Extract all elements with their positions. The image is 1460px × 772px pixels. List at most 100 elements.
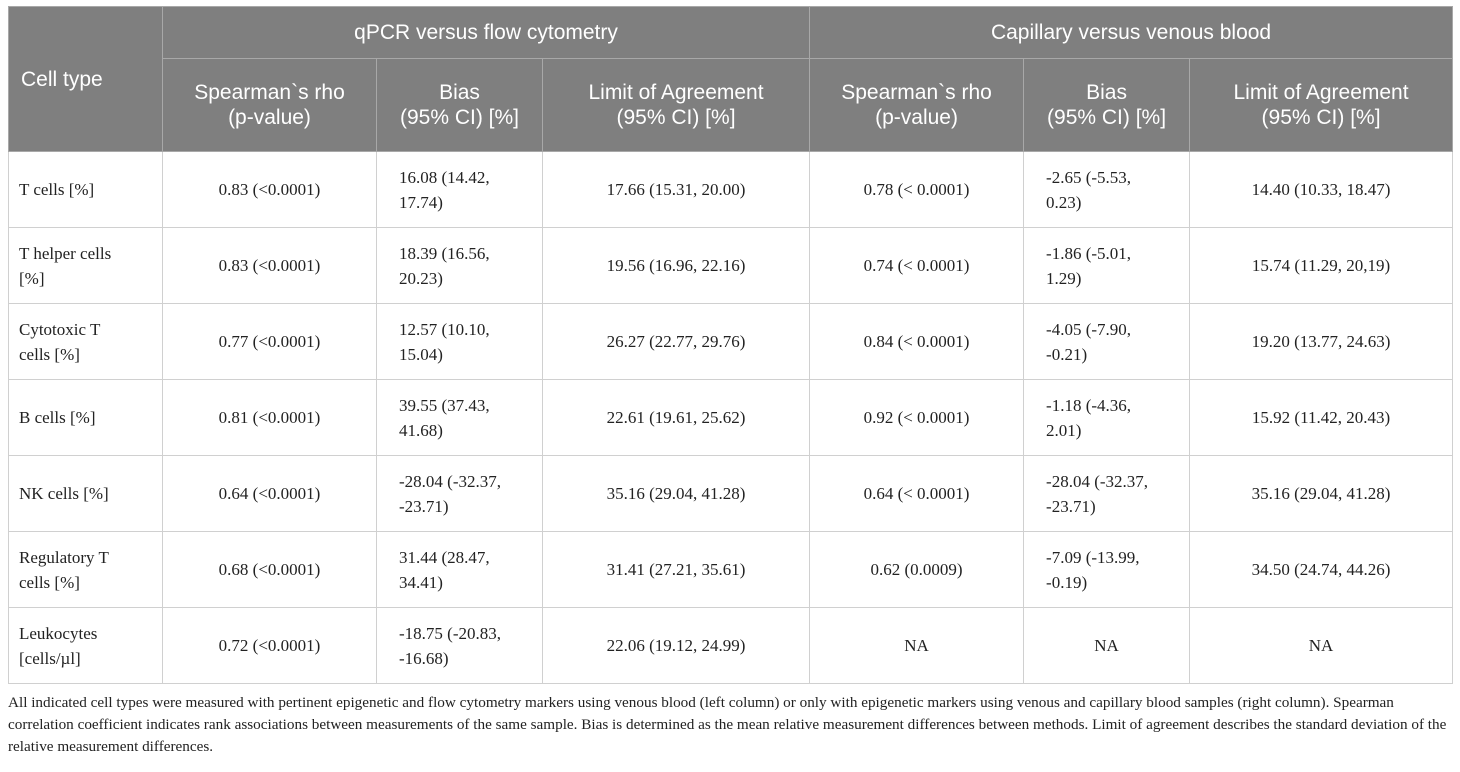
cap-bias-cell-line: -4.05 (-7.90, (1046, 319, 1132, 339)
sub-header-qpcr-loa: Limit of Agreement (95% CI) [%] (541, 58, 811, 152)
cell-type-label: T cells [%] (8, 151, 163, 228)
qpcr-bias-cell-line: -18.75 (-20.83, (399, 623, 501, 643)
qpcr-bias-cell-line: -28.04 (-32.37, (399, 471, 501, 491)
cell-type-label-line: B cells [%] (19, 408, 96, 427)
cap-loa-cell: 19.20 (13.77, 24.63) (1189, 303, 1454, 380)
cap-loa-cell: 35.16 (29.04, 41.28) (1189, 455, 1454, 532)
group-header-capillary: Capillary versus venous blood (809, 6, 1454, 59)
cap-bias-cell: -2.65 (-5.53, 0.23) (1023, 151, 1191, 228)
sub-header-line: (95% CI) [%] (1261, 106, 1381, 129)
cap-bias-cell-line: -7.09 (-13.99, (1046, 547, 1140, 567)
cell-type-label: NK cells [%] (8, 455, 163, 532)
cap-loa-cell: 14.40 (10.33, 18.47) (1189, 151, 1454, 228)
qpcr-bias-cell-line: -16.68) (399, 648, 449, 668)
qpcr-bias-cell-line: 20.23) (399, 268, 443, 288)
cap-bias-cell: NA (1023, 607, 1191, 684)
cell-type-label: Regulatory T cells [%] (8, 531, 163, 608)
cap-bias-cell-line: -0.19) (1046, 572, 1088, 592)
cell-type-label-line: Regulatory T (19, 547, 109, 567)
table-header: Cell type qPCR versus flow cytometry Cap… (8, 6, 1454, 152)
table-row: T helper cells [%] 0.83 (<0.0001) 18.39 (16… (8, 227, 1454, 304)
qpcr-rho-cell: 0.83 (<0.0001) (162, 227, 377, 304)
qpcr-rho-cell: 0.83 (<0.0001) (162, 151, 377, 228)
sub-header-line: (p-value) (228, 106, 311, 129)
sub-header-line: Bias (1086, 81, 1127, 104)
sub-header-qpcr-bias: Bias (95% CI) [%] (376, 58, 543, 152)
qpcr-bias-cell: 39.55 (37.43, 41.68) (376, 379, 543, 456)
sub-header-line: Bias (439, 81, 480, 104)
cap-rho-cell: 0.92 (< 0.0001) (809, 379, 1025, 456)
qpcr-rho-cell: 0.81 (<0.0001) (162, 379, 377, 456)
cap-bias-cell-line: 2.01) (1046, 420, 1082, 440)
table-row: NK cells [%] 0.64 (<0.0001) -28.04 (-32.37… (8, 455, 1454, 532)
cap-bias-cell: -28.04 (-32.37, -23.71) (1023, 455, 1191, 532)
cap-bias-cell: -1.86 (-5.01, 1.29) (1023, 227, 1191, 304)
cap-bias-cell-line: -23.71) (1046, 496, 1096, 516)
qpcr-bias-cell-line: 41.68) (399, 420, 443, 440)
sub-header-line: (p-value) (875, 106, 958, 129)
sub-header-line: Limit of Agreement (588, 81, 764, 104)
qpcr-bias-cell: -18.75 (-20.83, -16.68) (376, 607, 543, 684)
cap-rho-cell: 0.74 (< 0.0001) (809, 227, 1025, 304)
group-header-qpcr: qPCR versus flow cytometry (161, 6, 811, 59)
sub-header-cap-bias: Bias (95% CI) [%] (1023, 58, 1191, 152)
qpcr-loa-cell: 35.16 (29.04, 41.28) (541, 455, 811, 532)
cap-bias-cell-line: -1.86 (-5.01, (1046, 243, 1132, 263)
qpcr-loa-cell: 22.06 (19.12, 24.99) (541, 607, 811, 684)
cap-loa-cell: 34.50 (24.74, 44.26) (1189, 531, 1454, 608)
cell-type-label-line: T cells [%] (19, 180, 95, 199)
cell-type-header: Cell type (8, 6, 163, 152)
cap-rho-cell: 0.64 (< 0.0001) (809, 455, 1025, 532)
qpcr-bias-cell-line: 17.74) (399, 192, 443, 212)
qpcr-rho-cell: 0.64 (<0.0001) (162, 455, 377, 532)
qpcr-bias-cell-line: -23.71) (399, 496, 449, 516)
qpcr-bias-cell-line: 18.39 (16.56, (399, 243, 490, 263)
cap-loa-cell: 15.74 (11.29, 20,19) (1189, 227, 1454, 304)
table-footnote: All indicated cell types were measured w… (8, 694, 1447, 755)
qpcr-bias-cell-line: 12.57 (10.10, (399, 319, 490, 339)
cap-bias-cell-line: NA (1094, 636, 1119, 655)
cell-type-label-line: T helper cells (19, 243, 112, 263)
table-body: T cells [%] 0.83 (<0.0001) 16.08 (14.42, 17… (8, 151, 1454, 684)
qpcr-rho-cell: 0.68 (<0.0001) (162, 531, 377, 608)
qpcr-bias-cell: 12.57 (10.10, 15.04) (376, 303, 543, 380)
cap-bias-cell: -7.09 (-13.99, -0.19) (1023, 531, 1191, 608)
group-header-row: Cell type qPCR versus flow cytometry Cap… (8, 6, 1454, 152)
sub-header-qpcr-rho: Spearman`s rho (p-value) (162, 58, 377, 152)
qpcr-rho-cell: 0.77 (<0.0001) (162, 303, 377, 380)
qpcr-loa-cell: 19.56 (16.96, 22.16) (541, 227, 811, 304)
cell-type-label-line: Leukocytes (19, 623, 98, 643)
sub-header-line: Spearman`s rho (194, 81, 345, 104)
table-row: Leukocytes [cells/µl] 0.72 (<0.0001) -18.75… (8, 607, 1454, 684)
cell-type-label-line: NK cells [%] (19, 484, 109, 503)
cap-bias-cell-line: -2.65 (-5.53, (1046, 167, 1132, 187)
sub-header-cap-loa: Limit of Agreement (95% CI) [%] (1189, 58, 1454, 152)
qpcr-bias-cell-line: 15.04) (399, 344, 443, 364)
sub-header-line: Limit of Agreement (1233, 81, 1409, 104)
sub-header-line: (95% CI) [%] (616, 106, 736, 129)
qpcr-bias-cell: -28.04 (-32.37, -23.71) (376, 455, 543, 532)
results-table: Cell type qPCR versus flow cytometry Cap… (8, 6, 1454, 684)
sub-header-row: Spearman`s rho (p-value) Bias (95% CI) [%]… (9, 58, 1454, 152)
cell-type-label-line: [cells/µl] (19, 648, 81, 668)
cap-bias-cell: -1.18 (-4.36, 2.01) (1023, 379, 1191, 456)
cell-type-label: Leukocytes [cells/µl] (8, 607, 163, 684)
qpcr-bias-cell-line: 16.08 (14.42, (399, 167, 490, 187)
qpcr-bias-cell: 18.39 (16.56, 20.23) (376, 227, 543, 304)
qpcr-bias-cell-line: 31.44 (28.47, (399, 547, 490, 567)
sub-header-line: (95% CI) [%] (1047, 106, 1167, 129)
table-row: B cells [%] 0.81 (<0.0001) 39.55 (37.43, 41… (8, 379, 1454, 456)
qpcr-bias-cell-line: 34.41) (399, 572, 443, 592)
cell-type-label-line: cells [%] (19, 344, 80, 364)
qpcr-bias-cell: 31.44 (28.47, 34.41) (376, 531, 543, 608)
cap-bias-cell-line: -28.04 (-32.37, (1046, 471, 1149, 491)
qpcr-bias-cell: 16.08 (14.42, 17.74) (376, 151, 543, 228)
cell-type-label-line: [%] (19, 268, 45, 288)
cap-loa-cell: NA (1189, 607, 1454, 684)
qpcr-loa-cell: 17.66 (15.31, 20.00) (541, 151, 811, 228)
cap-bias-cell-line: 0.23) (1046, 192, 1082, 212)
cap-bias-cell-line: -0.21) (1046, 344, 1088, 364)
cap-bias-cell-line: 1.29) (1046, 268, 1082, 288)
